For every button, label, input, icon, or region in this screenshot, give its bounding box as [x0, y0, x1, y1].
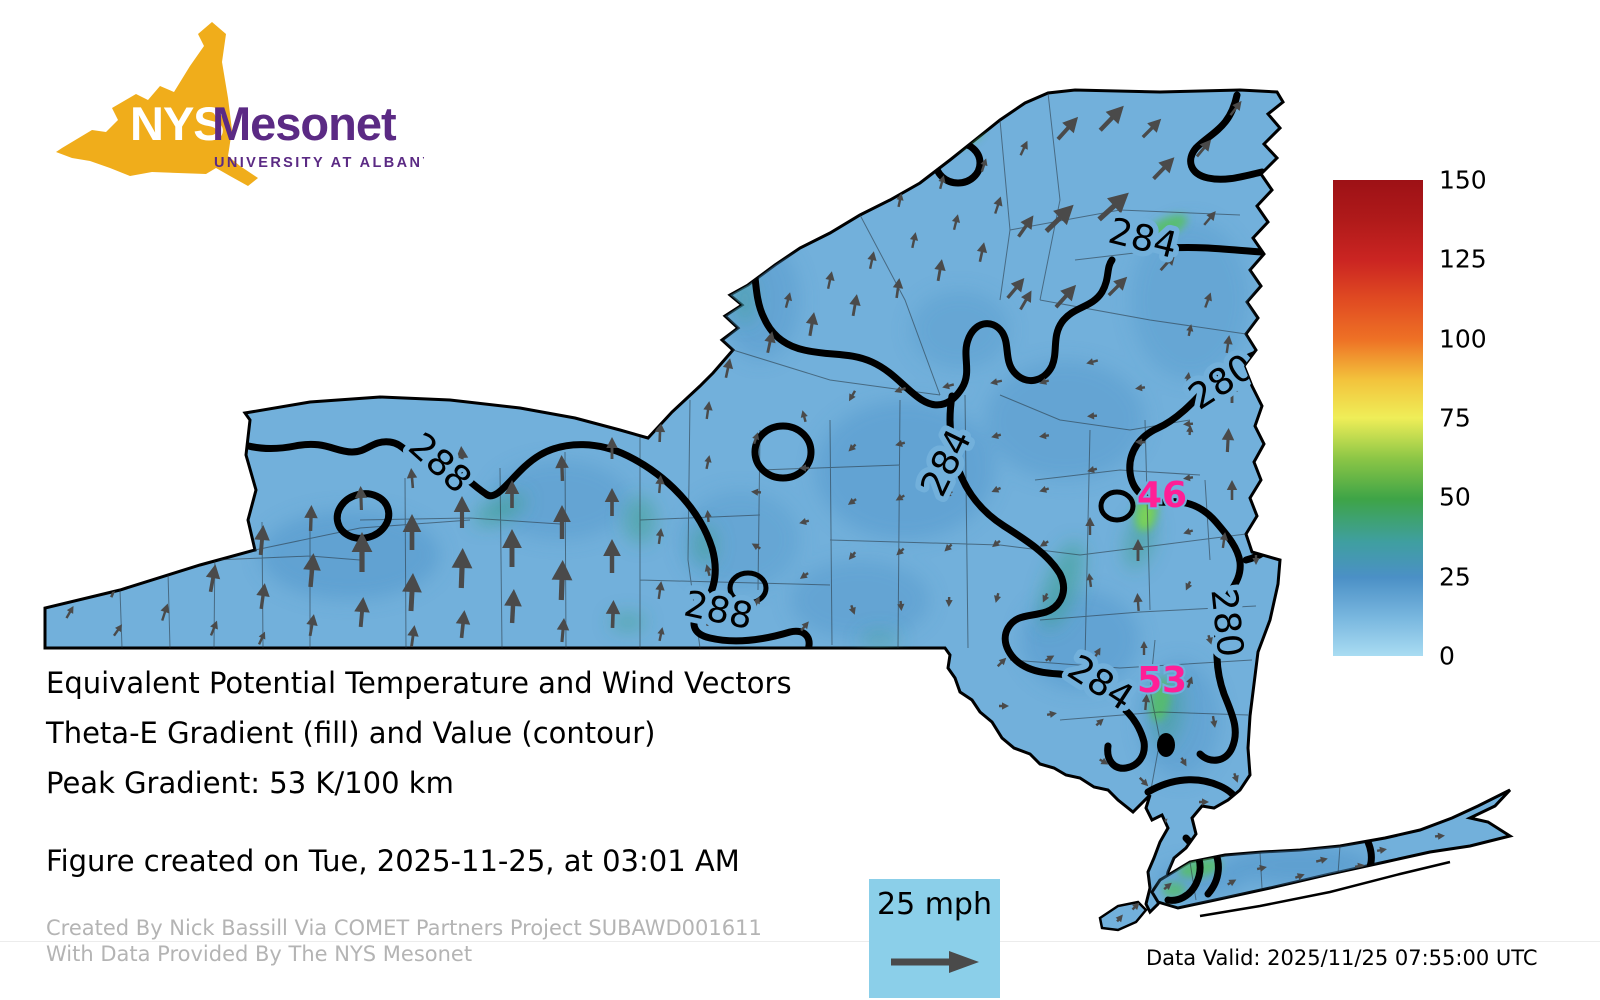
colorbar-tick-0: 0 [1439, 641, 1455, 671]
logo-nys-text: NYS [130, 97, 224, 150]
colorbar-tick-50: 50 [1439, 482, 1471, 512]
colorbar [1333, 180, 1423, 656]
colorbar-tick-25: 25 [1439, 562, 1471, 592]
credit-line-1: Created By Nick Bassill Via COMET Partne… [46, 916, 762, 940]
data-valid-timestamp: Data Valid: 2025/11/25 07:55:00 UTC [1146, 946, 1538, 970]
barrier-beach-line [1199, 860, 1451, 918]
station-value-53: 53 [1137, 660, 1187, 701]
wind-vector-arrows [63, 100, 1445, 923]
logo-mesonet-text: Mesonet [212, 97, 397, 150]
colorbar-tick-75: 75 [1439, 403, 1471, 433]
credit-line-2: With Data Provided By The NYS Mesonet [46, 942, 473, 966]
wind-speed-legend: 25 mph [869, 879, 1000, 998]
station-value-46: 46 [1137, 475, 1187, 516]
wind-legend-arrow-icon [891, 951, 979, 973]
logo-university-text: UNIVERSITY AT ALBANY [214, 155, 424, 171]
wind-legend-label: 25 mph [877, 887, 992, 922]
colorbar-tick-125: 125 [1439, 244, 1487, 274]
colorbar-tick-100: 100 [1439, 324, 1487, 354]
station-peak-values: 46 53 [1135, 473, 1189, 703]
caption-title: Equivalent Potential Temperature and Win… [46, 666, 792, 700]
nys-mesonet-logo: NYS Mesonet UNIVERSITY AT ALBANY [56, 22, 424, 186]
staten-island-outline [1098, 900, 1148, 932]
caption-subtitle: Theta-E Gradient (fill) and Value (conto… [46, 716, 656, 750]
contour-label-280: 280 [1202, 586, 1250, 659]
colorbar-tick-150: 150 [1439, 165, 1487, 195]
caption-peak-gradient: Peak Gradient: 53 K/100 km [46, 766, 454, 800]
caption-created-timestamp: Figure created on Tue, 2025-11-25, at 03… [46, 844, 740, 878]
figure-divider-line [0, 941, 1600, 942]
ny-state-logo-shape [56, 22, 258, 186]
